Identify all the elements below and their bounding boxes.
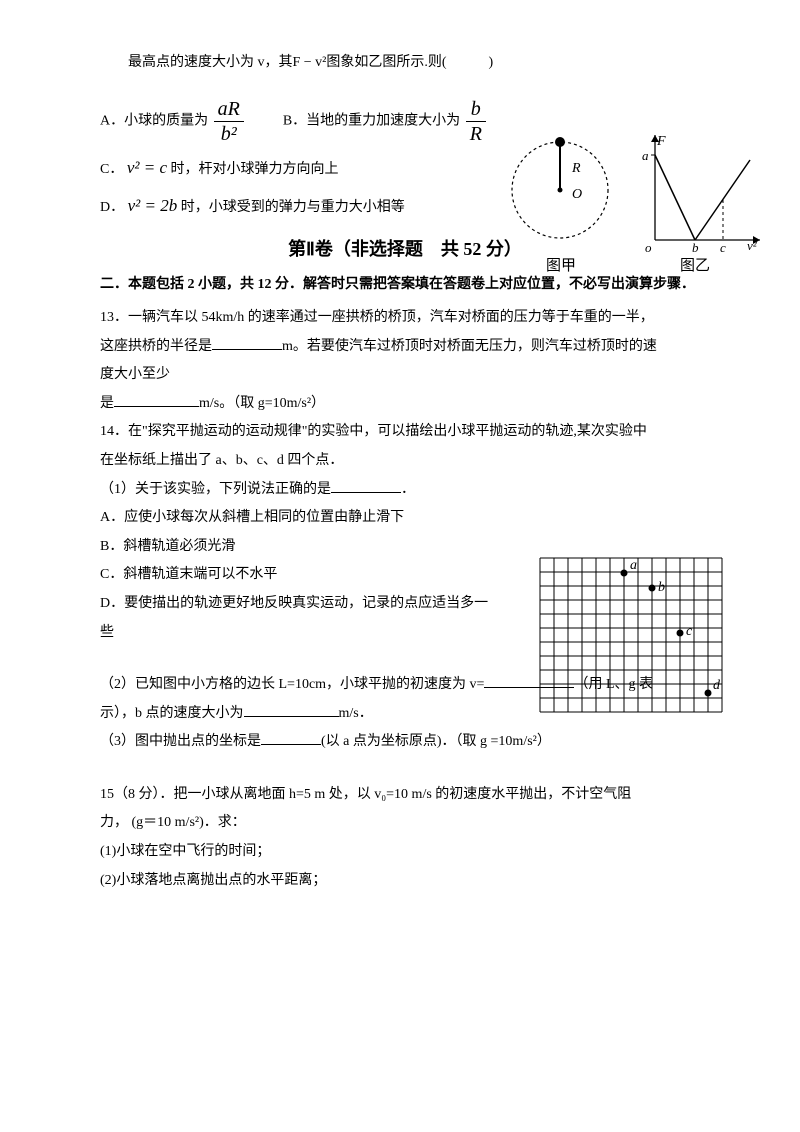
optD-suffix: 时，小球受到的弹力与重力大小相等 (181, 200, 405, 215)
grid-figure: a b c d (530, 555, 725, 720)
q15-line1: 15（8 分）．把一小球从离地面 h=5 m 处，以 v₀=10 m/s 的初速… (100, 782, 710, 809)
q14c: （1）关于该实验，下列说法正确的是 (100, 482, 331, 497)
optA-den: b² (214, 122, 244, 146)
optD-math: v² = 2b (128, 196, 178, 215)
fig-jia-label: 图甲 (546, 257, 576, 274)
blank-q14-1 (331, 492, 401, 493)
q14_3a: （3）图中抛出点的坐标是 (100, 734, 261, 749)
q14-line1: 14．在"探究平抛运动的运动规律"的实验中，可以描绘出小球平抛运动的轨迹,某次实… (100, 419, 710, 446)
optB-fraction: b R (466, 97, 486, 146)
circle-O-label: O (572, 187, 582, 202)
q14-sub1: （1）关于该实验，下列说法正确的是 ． (100, 477, 710, 504)
blank-radius (212, 349, 282, 350)
axis-o-label: o (645, 240, 652, 255)
optA-fraction: aR b² (214, 97, 244, 146)
q14_3b: (以 a 点为坐标原点)．（取 g =10m/s²） (321, 734, 551, 749)
optC-math: v² = c (127, 158, 167, 177)
q14-optA: A．应使小球每次从斜槽上相同的位置由静止滑下 (100, 505, 710, 532)
q15-line2: 力， (g＝10 m/s²)．求： (100, 810, 710, 837)
q13-line3: 度大小至少 (100, 362, 710, 389)
axis-c-label: c (720, 240, 726, 255)
optB-num: b (466, 97, 486, 122)
q15-line3: (1)小球在空中飞行的时间； (100, 839, 710, 866)
grid-c-label: c (686, 624, 693, 639)
q13-line1: 13．一辆汽车以 54km/h 的速率通过一座拱桥的桥顶，汽车对桥面的压力等于车… (100, 305, 710, 332)
optB-den: R (466, 122, 486, 146)
q15-line4: (2)小球落地点离抛出点的水平距离； (100, 868, 710, 895)
q14-line2: 在坐标纸上描出了 a、b、c、d 四个点． (100, 448, 710, 475)
q14c2: ． (401, 482, 415, 497)
q14-sub3: （3）图中抛出点的坐标是 (以 a 点为坐标原点)．（取 g =10m/s²） (100, 729, 710, 756)
intro-text: 最高点的速度大小为 v，其F − v²图象如乙图所示.则( ) (100, 50, 710, 77)
q13-line4: 是 m/s。（取 g=10m/s²） (100, 391, 710, 418)
q13c: m。若要使汽车过桥顶时对桥面无压力，则汽车过桥顶时的速 (282, 339, 657, 354)
axis-F-label: F (656, 134, 666, 149)
blank-speed (114, 406, 199, 407)
fig-yi-label: 图乙 (680, 257, 710, 274)
axis-b-label: b (692, 240, 699, 255)
blank-q14-3 (261, 744, 321, 745)
axis-v2-label: v² (747, 238, 758, 253)
optA-prefix: A．小球的质量为 (100, 113, 208, 128)
optC-suffix: 时，杆对小球弹力方向向上 (171, 162, 339, 177)
q13-line2: 这座拱桥的半径是 m。若要使汽车过桥顶时对桥面无压力，则汽车过桥顶时的速 (100, 334, 710, 361)
q13f: m/s。（取 g=10m/s²） (199, 396, 325, 411)
optB-prefix: B．当地的重力加速度大小为 (283, 113, 460, 128)
q14_2c: 示），b 点的速度大小为 (100, 706, 244, 721)
blank-q14-2b (244, 716, 339, 717)
optD-prefix: D． (100, 200, 124, 215)
figures-jia-yi: R O 图甲 F a o b c v² 图乙 (500, 130, 760, 300)
grid-d-label: d (713, 678, 721, 693)
circle-R-label: R (571, 161, 581, 176)
optC-prefix: C． (100, 162, 123, 177)
optA-num: aR (214, 97, 244, 122)
q14_2a: （2）已知图中小方格的边长 L=10cm，小球平抛的初速度为 v= (100, 677, 484, 692)
axis-a-label: a (642, 148, 649, 163)
q13e: 是 (100, 396, 114, 411)
grid-b-label: b (658, 580, 665, 595)
q13b: 这座拱桥的半径是 (100, 339, 212, 354)
q14_2d: m/s． (339, 706, 373, 721)
grid-a-label: a (630, 558, 637, 573)
